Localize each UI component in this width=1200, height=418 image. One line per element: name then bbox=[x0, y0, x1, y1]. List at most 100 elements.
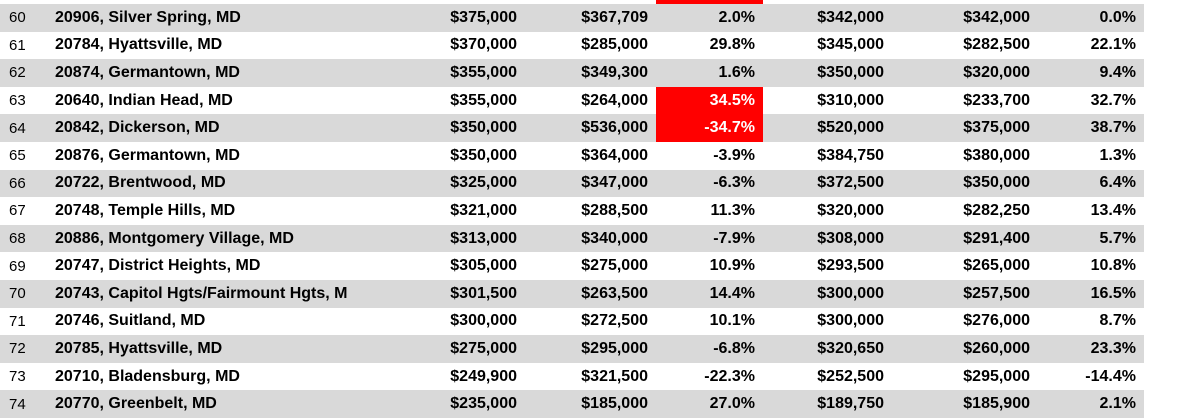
price-1-cell[interactable]: $313,000 bbox=[450, 229, 517, 247]
row-number-cell[interactable]: 69 bbox=[9, 257, 26, 275]
change-pct-1-cell[interactable]: 14.4% bbox=[709, 284, 755, 302]
change-pct-1-cell[interactable]: 10.9% bbox=[709, 257, 755, 275]
change-pct-2-cell[interactable]: 22.1% bbox=[1090, 36, 1136, 54]
price-3-cell[interactable]: $300,000 bbox=[817, 284, 884, 302]
location-cell[interactable]: 20874, Germantown, MD bbox=[55, 63, 240, 81]
price-2-cell[interactable]: $272,500 bbox=[581, 312, 648, 330]
price-4-cell[interactable]: $282,250 bbox=[963, 201, 1030, 219]
row-number-cell[interactable]: 61 bbox=[9, 36, 26, 54]
location-cell[interactable]: 20785, Hyattsville, MD bbox=[55, 339, 223, 357]
price-1-cell[interactable]: $305,000 bbox=[450, 257, 517, 275]
price-1-cell[interactable]: $350,000 bbox=[450, 119, 517, 137]
change-pct-1-cell[interactable]: -6.3% bbox=[713, 174, 755, 192]
price-3-cell[interactable]: $350,000 bbox=[817, 63, 884, 81]
change-pct-1-cell[interactable]: 2.0% bbox=[718, 8, 755, 26]
price-3-cell[interactable]: $320,000 bbox=[817, 201, 884, 219]
location-cell[interactable]: 20743, Capitol Hgts/Fairmount Hgts, M bbox=[55, 284, 348, 302]
change-pct-2-cell[interactable]: 23.3% bbox=[1090, 339, 1136, 357]
price-2-cell[interactable]: $264,000 bbox=[581, 91, 648, 109]
row-number-cell[interactable]: 73 bbox=[9, 368, 26, 386]
price-4-cell[interactable]: $375,000 bbox=[963, 119, 1030, 137]
row-number-cell[interactable]: 63 bbox=[9, 92, 26, 110]
price-3-cell[interactable]: $293,500 bbox=[817, 257, 884, 275]
price-2-cell[interactable]: $185,000 bbox=[581, 395, 648, 413]
price-1-cell[interactable]: $370,000 bbox=[450, 36, 517, 54]
row-number-cell[interactable]: 65 bbox=[9, 147, 26, 165]
price-2-cell[interactable]: $367,709 bbox=[581, 8, 648, 26]
location-cell[interactable]: 20876, Germantown, MD bbox=[55, 146, 240, 164]
price-2-cell[interactable]: $536,000 bbox=[581, 119, 648, 137]
location-cell[interactable]: 20842, Dickerson, MD bbox=[55, 119, 220, 137]
change-pct-2-cell[interactable]: 9.4% bbox=[1099, 63, 1136, 81]
change-pct-1-cell[interactable]: 10.1% bbox=[709, 312, 755, 330]
change-pct-1-cell[interactable]: 34.5% bbox=[656, 86, 763, 115]
row-number-cell[interactable]: 64 bbox=[9, 119, 26, 137]
price-1-cell[interactable]: $355,000 bbox=[450, 63, 517, 81]
row-number-cell[interactable]: 67 bbox=[9, 202, 26, 220]
price-3-cell[interactable]: $189,750 bbox=[817, 395, 884, 413]
price-1-cell[interactable]: $235,000 bbox=[450, 395, 517, 413]
price-4-cell[interactable]: $265,000 bbox=[963, 257, 1030, 275]
change-pct-1-cell[interactable]: 1.6% bbox=[718, 63, 755, 81]
price-2-cell[interactable]: $349,300 bbox=[581, 63, 648, 81]
price-3-cell[interactable]: $372,500 bbox=[817, 174, 884, 192]
change-pct-2-cell[interactable]: 13.4% bbox=[1090, 201, 1136, 219]
price-2-cell[interactable]: $340,000 bbox=[581, 229, 648, 247]
price-4-cell[interactable]: $320,000 bbox=[963, 63, 1030, 81]
price-3-cell[interactable]: $342,000 bbox=[817, 8, 884, 26]
change-pct-2-cell[interactable]: -14.4% bbox=[1085, 367, 1136, 385]
price-3-cell[interactable]: $300,000 bbox=[817, 312, 884, 330]
price-1-cell[interactable]: $355,000 bbox=[450, 91, 517, 109]
price-3-cell[interactable]: $345,000 bbox=[817, 36, 884, 54]
price-2-cell[interactable]: $364,000 bbox=[581, 146, 648, 164]
price-1-cell[interactable]: $350,000 bbox=[450, 146, 517, 164]
price-4-cell[interactable]: $282,500 bbox=[963, 36, 1030, 54]
row-number-cell[interactable]: 74 bbox=[9, 395, 26, 413]
location-cell[interactable]: 20747, District Heights, MD bbox=[55, 257, 261, 275]
price-4-cell[interactable]: $276,000 bbox=[963, 312, 1030, 330]
change-pct-2-cell[interactable]: 0.0% bbox=[1099, 8, 1136, 26]
location-cell[interactable]: 20748, Temple Hills, MD bbox=[55, 201, 236, 219]
price-3-cell[interactable]: $252,500 bbox=[817, 367, 884, 385]
price-1-cell[interactable]: $275,000 bbox=[450, 339, 517, 357]
row-number-cell[interactable]: 70 bbox=[9, 285, 26, 303]
location-cell[interactable]: 20746, Suitland, MD bbox=[55, 312, 206, 330]
location-cell[interactable]: 20640, Indian Head, MD bbox=[55, 91, 233, 109]
price-3-cell[interactable]: $384,750 bbox=[817, 146, 884, 164]
price-2-cell[interactable]: $263,500 bbox=[581, 284, 648, 302]
price-2-cell[interactable]: $285,000 bbox=[581, 36, 648, 54]
change-pct-2-cell[interactable]: 2.1% bbox=[1099, 395, 1136, 413]
change-pct-2-cell[interactable]: 38.7% bbox=[1090, 119, 1136, 137]
price-2-cell[interactable]: $347,000 bbox=[581, 174, 648, 192]
change-pct-2-cell[interactable]: 32.7% bbox=[1090, 91, 1136, 109]
price-3-cell[interactable]: $310,000 bbox=[817, 91, 884, 109]
change-pct-1-cell[interactable]: -7.9% bbox=[713, 229, 755, 247]
change-pct-1-cell[interactable]: 27.0% bbox=[709, 395, 755, 413]
change-pct-1-cell[interactable]: -6.8% bbox=[713, 339, 755, 357]
change-pct-1-cell[interactable]: 11.3% bbox=[710, 201, 755, 219]
price-2-cell[interactable]: $295,000 bbox=[581, 339, 648, 357]
price-3-cell[interactable]: $320,650 bbox=[817, 339, 884, 357]
price-2-cell[interactable]: $275,000 bbox=[581, 257, 648, 275]
price-4-cell[interactable]: $233,700 bbox=[963, 91, 1030, 109]
change-pct-2-cell[interactable]: 5.7% bbox=[1099, 229, 1136, 247]
change-pct-2-cell[interactable]: 8.7% bbox=[1099, 312, 1136, 330]
price-4-cell[interactable]: $350,000 bbox=[963, 174, 1030, 192]
price-1-cell[interactable]: $300,000 bbox=[450, 312, 517, 330]
change-pct-2-cell[interactable]: 6.4% bbox=[1099, 174, 1136, 192]
price-2-cell[interactable]: $321,500 bbox=[581, 367, 648, 385]
change-pct-1-cell[interactable]: -22.3% bbox=[704, 367, 755, 385]
price-1-cell[interactable]: $375,000 bbox=[450, 8, 517, 26]
row-number-cell[interactable]: 72 bbox=[9, 340, 26, 358]
location-cell[interactable]: 20710, Bladensburg, MD bbox=[55, 367, 240, 385]
price-3-cell[interactable]: $520,000 bbox=[817, 119, 884, 137]
price-1-cell[interactable]: $249,900 bbox=[450, 367, 517, 385]
row-number-cell[interactable]: 71 bbox=[9, 312, 26, 330]
row-number-cell[interactable]: 66 bbox=[9, 174, 26, 192]
location-cell[interactable]: 20722, Brentwood, MD bbox=[55, 174, 226, 192]
price-1-cell[interactable]: $325,000 bbox=[450, 174, 517, 192]
change-pct-2-cell[interactable]: 10.8% bbox=[1090, 257, 1136, 275]
change-pct-1-cell[interactable]: -34.7% bbox=[656, 114, 763, 142]
price-4-cell[interactable]: $342,000 bbox=[963, 8, 1030, 26]
row-number-cell[interactable]: 60 bbox=[9, 9, 26, 27]
